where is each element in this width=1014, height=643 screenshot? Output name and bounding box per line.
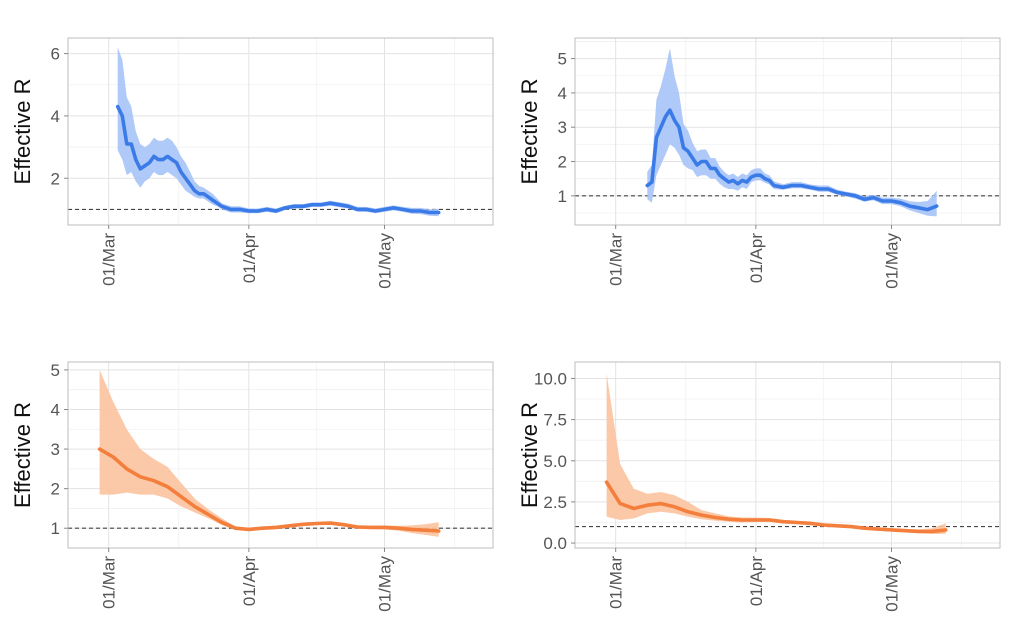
plot-background: [575, 362, 1000, 548]
x-tick-label: 01/May: [375, 233, 394, 289]
y-tick-label: 4: [558, 84, 567, 103]
x-tick-label: 01/Mar: [607, 556, 626, 609]
x-tick-label: 01/Mar: [100, 233, 119, 286]
y-axis-label: Effective R: [10, 402, 35, 508]
x-tick-label: 01/Mar: [100, 556, 119, 609]
chart-panel-4: 0.0 2.5 5.0 7.5 10.0 01/Mar 01/Apr 01/May Effect…: [517, 361, 1001, 612]
series-line: [97, 447, 441, 533]
y-tick-label: 7.5: [543, 411, 567, 430]
y-tick-label: 2: [51, 480, 60, 499]
x-tick-label: 01/May: [375, 556, 394, 612]
plot-background: [575, 38, 1000, 225]
series-line: [115, 104, 441, 215]
x-tick-label: 01/Apr: [747, 556, 766, 606]
x-tick-label: 01/Mar: [607, 233, 626, 286]
confidence-band: [99, 369, 439, 537]
y-tick-label: 1: [558, 187, 567, 206]
y-tick-label: 4: [51, 400, 60, 419]
x-tick-label: 01/Apr: [747, 233, 766, 283]
series-line: [604, 480, 948, 534]
chart-panel-1: 2 4 6 01/Mar 01/Apr 01/May Effective R: [10, 37, 494, 289]
y-tick-label: 2: [558, 153, 567, 172]
x-tick-label: 01/May: [882, 556, 901, 612]
x-tick-label: 01/Apr: [240, 233, 259, 283]
y-tick-label: 5.0: [543, 452, 567, 471]
chart-panel-2: 1 2 3 4 5 01/Mar 01/Apr 01/May Effective R: [517, 37, 1001, 289]
y-tick-label: 6: [51, 45, 60, 64]
y-tick-label: 0.0: [543, 534, 567, 553]
y-tick-label: 4: [51, 107, 60, 126]
y-tick-label: 5: [558, 50, 567, 69]
series-line: [645, 108, 939, 212]
panel-border: [574, 37, 1001, 226]
chart-panel-3: 1 2 3 4 5 01/Mar 01/Apr 01/May Effective R: [10, 361, 494, 612]
x-tick-label: 01/Apr: [240, 556, 259, 606]
panel-border: [67, 37, 494, 226]
panel-border: [574, 361, 1001, 549]
panel-border: [67, 361, 494, 549]
y-tick-label: 2: [51, 169, 60, 188]
y-tick-label: 5: [51, 361, 60, 380]
plot-background: [68, 38, 493, 225]
y-tick-label: 2.5: [543, 493, 567, 512]
y-tick-label: 3: [51, 440, 60, 459]
y-axis-label: Effective R: [517, 79, 542, 185]
y-tick-label: 10.0: [534, 369, 567, 388]
x-tick-label: 01/May: [882, 233, 901, 289]
y-tick-label: 3: [558, 118, 567, 137]
y-axis-label: Effective R: [10, 79, 35, 185]
y-axis-label: Effective R: [517, 402, 542, 508]
y-tick-label: 1: [51, 519, 60, 538]
